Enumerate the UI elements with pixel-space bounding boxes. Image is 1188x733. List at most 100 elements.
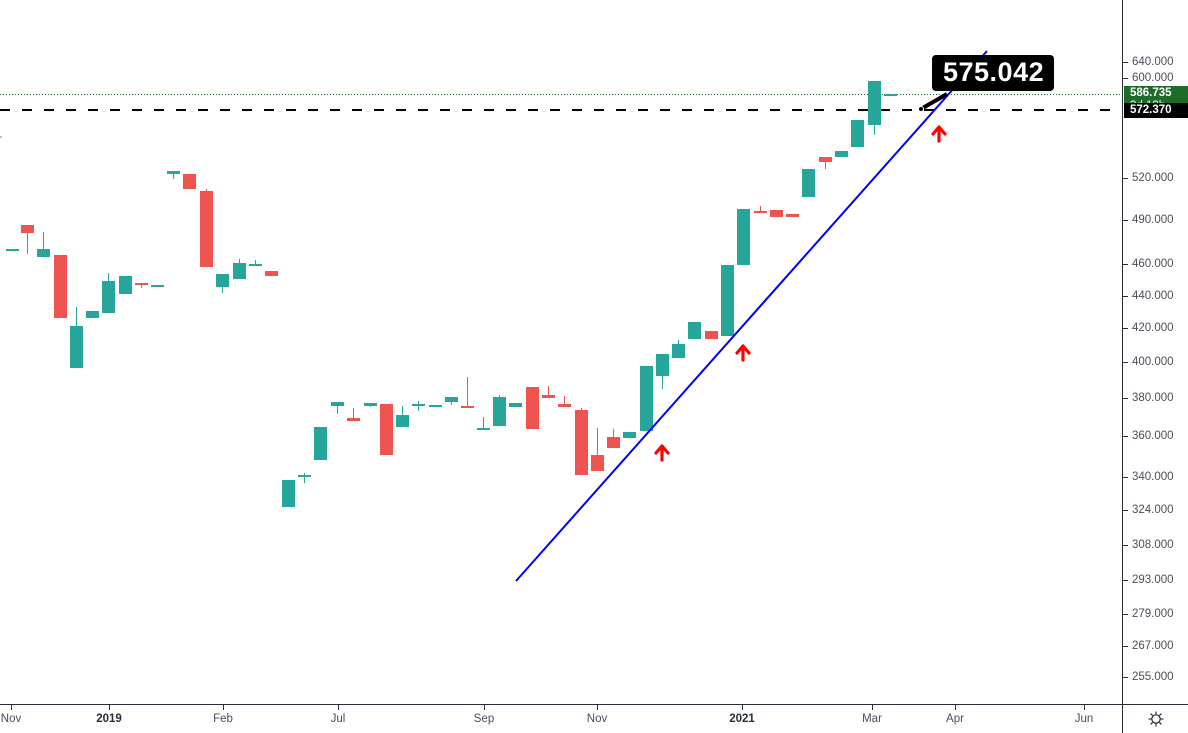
candle [54, 255, 67, 318]
candle [151, 285, 164, 287]
price-tick [1123, 220, 1128, 221]
candle [558, 396, 571, 407]
arrow-up-icon [931, 125, 947, 136]
candle [721, 265, 734, 336]
candle [216, 274, 229, 293]
candle [770, 210, 783, 217]
candle [298, 473, 311, 483]
callout-anchor [918, 106, 924, 112]
arrow-up-icon [654, 444, 670, 455]
price-tick-label: 520.000 [1132, 172, 1174, 184]
candle [119, 276, 132, 294]
candle [331, 402, 344, 414]
time-tick-label: Mar [862, 713, 882, 725]
price-tick [1123, 362, 1128, 363]
time-tick-label: Nov [586, 713, 608, 725]
time-tick-label: Jul [330, 713, 346, 725]
price-callout-label[interactable]: 575.042 [932, 55, 1055, 91]
level-price-badge: 572.370 [1124, 103, 1188, 118]
price-tick-label: 460.000 [1132, 258, 1174, 270]
price-tick [1123, 296, 1128, 297]
time-tick [109, 705, 110, 710]
candle [575, 408, 588, 475]
candle [737, 209, 750, 265]
price-tick [1123, 677, 1128, 678]
candle [754, 206, 767, 213]
candle [835, 151, 848, 157]
price-tick [1123, 62, 1128, 63]
arrow-up-icon [735, 344, 751, 355]
price-tick-label: 267.000 [1132, 640, 1174, 652]
candle [347, 408, 360, 421]
chart-pane[interactable]: 575.042 [0, 0, 1122, 704]
price-tick-label: 308.000 [1132, 539, 1174, 551]
price-tick [1123, 477, 1128, 478]
candle [380, 404, 393, 455]
candle [688, 322, 701, 339]
callout-pointer [920, 92, 948, 111]
price-tick-label: 279.000 [1132, 608, 1174, 620]
price-tick [1123, 328, 1128, 329]
candle [819, 157, 832, 169]
candlestick-plot [0, 50, 1122, 582]
time-tick [955, 705, 956, 710]
price-tick-label: 400.000 [1132, 356, 1174, 368]
price-tick [1123, 580, 1128, 581]
candle [477, 417, 490, 430]
time-tick [11, 705, 12, 710]
price-tick [1123, 178, 1128, 179]
price-tick-label: 640.000 [1132, 56, 1174, 68]
candle [364, 403, 377, 407]
candle [282, 480, 295, 507]
price-tick-label: 420.000 [1132, 322, 1174, 334]
price-tick [1123, 510, 1128, 511]
time-tick [338, 705, 339, 710]
chart-settings-button[interactable] [1122, 704, 1188, 733]
candle [607, 429, 620, 448]
candle [868, 81, 881, 135]
candle [461, 377, 474, 408]
candle [445, 397, 458, 405]
candle [591, 428, 604, 471]
price-tick [1123, 78, 1128, 79]
candle [526, 387, 539, 429]
time-axis[interactable]: Nov 2019 Feb Jul Sep Nov 2021 Mar Apr Jun [0, 704, 1122, 733]
candle [21, 225, 34, 254]
time-tick [597, 705, 598, 710]
candle [135, 283, 148, 288]
time-tick [1084, 705, 1085, 710]
last-price-value: 586.735 [1130, 87, 1172, 99]
price-axis[interactable]: 640.000 600.000 520.000 490.000 460.000 440.0… [1122, 0, 1188, 704]
price-tick [1123, 545, 1128, 546]
price-tick-label: 255.000 [1132, 671, 1174, 683]
candle [640, 366, 653, 431]
gear-icon [1148, 711, 1164, 727]
price-tick [1123, 436, 1128, 437]
candle [493, 395, 506, 426]
candle [233, 259, 246, 279]
candle [705, 331, 718, 339]
candle [542, 386, 555, 398]
candle [102, 273, 115, 313]
price-tick-label: 324.000 [1132, 504, 1174, 516]
candle [70, 307, 83, 368]
candle [6, 249, 19, 251]
time-tick [742, 705, 743, 710]
candle [884, 94, 897, 96]
candle [249, 260, 262, 266]
time-tick-label: Apr [946, 713, 964, 725]
time-tick-label: Nov [0, 713, 22, 725]
price-tick [1123, 614, 1128, 615]
price-tick-label: 380.000 [1132, 392, 1174, 404]
candle [786, 214, 799, 217]
candle [656, 354, 669, 389]
time-tick-label: 2019 [96, 713, 122, 725]
price-tick-label: 293.000 [1132, 574, 1174, 586]
candle [86, 311, 99, 318]
candle [314, 427, 327, 460]
price-tick-label: 600.000 [1132, 72, 1174, 84]
candle [396, 406, 409, 427]
time-tick [872, 705, 873, 710]
time-tick-label: Jun [1074, 713, 1094, 725]
candle [802, 169, 815, 197]
